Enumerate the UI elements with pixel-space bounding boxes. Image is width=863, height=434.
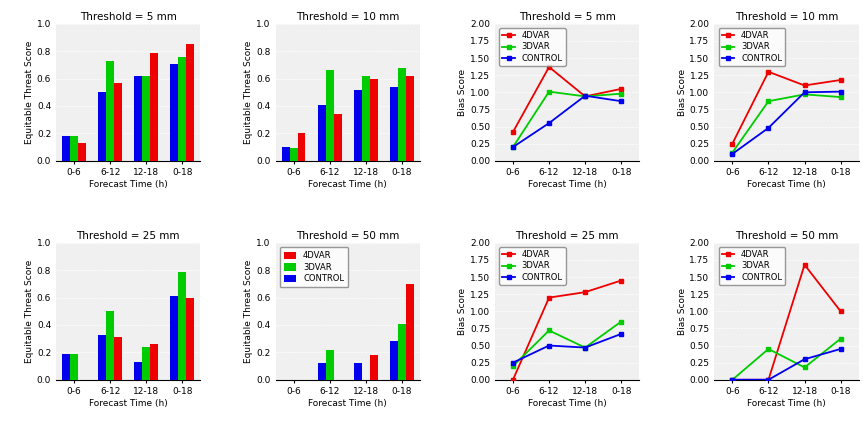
Bar (98, 335, 106, 380)
Title: Threshold = 50 mm: Threshold = 50 mm (734, 231, 838, 241)
Bar (142, 347, 150, 380)
Bar (70, 136, 79, 161)
Bar (334, 114, 342, 161)
Bar (62, 136, 70, 161)
Bar (298, 133, 306, 161)
Bar (150, 344, 158, 380)
Y-axis label: Bias Score: Bias Score (458, 69, 467, 116)
X-axis label: Forecast Time (h): Forecast Time (h) (747, 180, 826, 189)
Legend: 4DVAR, 3DVAR, CONTROL: 4DVAR, 3DVAR, CONTROL (719, 247, 785, 285)
X-axis label: Forecast Time (h): Forecast Time (h) (308, 180, 387, 189)
X-axis label: Forecast Time (h): Forecast Time (h) (527, 399, 607, 408)
Bar (290, 148, 298, 161)
Bar (62, 354, 70, 380)
Bar (369, 355, 378, 380)
Bar (325, 350, 334, 380)
Bar (142, 76, 150, 161)
X-axis label: Forecast Time (h): Forecast Time (h) (527, 180, 607, 189)
Bar (354, 363, 362, 380)
Bar (114, 337, 123, 380)
Bar (406, 76, 413, 161)
Y-axis label: Bias Score: Bias Score (677, 288, 687, 335)
X-axis label: Forecast Time (h): Forecast Time (h) (308, 399, 387, 408)
Y-axis label: Equitable Threat Score: Equitable Threat Score (25, 260, 34, 363)
Bar (114, 83, 123, 161)
Bar (398, 324, 406, 380)
Legend: 4DVAR, 3DVAR, CONTROL: 4DVAR, 3DVAR, CONTROL (719, 28, 785, 66)
Title: Threshold = 50 mm: Threshold = 50 mm (296, 231, 400, 241)
Y-axis label: Equitable Threat Score: Equitable Threat Score (244, 260, 254, 363)
Bar (98, 92, 106, 161)
Bar (106, 61, 114, 161)
Y-axis label: Bias Score: Bias Score (458, 288, 467, 335)
Bar (70, 354, 79, 380)
Bar (179, 272, 186, 380)
Title: Threshold = 10 mm: Threshold = 10 mm (296, 12, 400, 22)
Bar (398, 68, 406, 161)
Bar (106, 311, 114, 380)
Bar (362, 76, 369, 161)
Bar (318, 363, 325, 380)
Bar (318, 105, 325, 161)
Bar (135, 76, 142, 161)
Bar (150, 53, 158, 161)
Title: Threshold = 25 mm: Threshold = 25 mm (515, 231, 619, 241)
Y-axis label: Equitable Threat Score: Equitable Threat Score (25, 41, 34, 144)
Bar (171, 63, 179, 161)
Legend: 4DVAR, 3DVAR, CONTROL: 4DVAR, 3DVAR, CONTROL (499, 28, 566, 66)
Title: Threshold = 5 mm: Threshold = 5 mm (519, 12, 615, 22)
Bar (186, 298, 194, 380)
Bar (354, 89, 362, 161)
Bar (281, 147, 290, 161)
X-axis label: Forecast Time (h): Forecast Time (h) (747, 399, 826, 408)
Y-axis label: Equitable Threat Score: Equitable Threat Score (244, 41, 254, 144)
X-axis label: Forecast Time (h): Forecast Time (h) (89, 180, 167, 189)
Y-axis label: Bias Score: Bias Score (677, 69, 687, 116)
X-axis label: Forecast Time (h): Forecast Time (h) (89, 399, 167, 408)
Legend: 4DVAR, 3DVAR, CONTROL: 4DVAR, 3DVAR, CONTROL (280, 247, 348, 287)
Bar (390, 87, 398, 161)
Bar (171, 296, 179, 380)
Bar (406, 284, 413, 380)
Bar (390, 342, 398, 380)
Bar (325, 70, 334, 161)
Bar (179, 57, 186, 161)
Legend: 4DVAR, 3DVAR, CONTROL: 4DVAR, 3DVAR, CONTROL (499, 247, 566, 285)
Bar (79, 143, 86, 161)
Title: Threshold = 5 mm: Threshold = 5 mm (80, 12, 177, 22)
Bar (369, 79, 378, 161)
Title: Threshold = 25 mm: Threshold = 25 mm (77, 231, 180, 241)
Bar (135, 362, 142, 380)
Bar (186, 44, 194, 161)
Title: Threshold = 10 mm: Threshold = 10 mm (734, 12, 838, 22)
